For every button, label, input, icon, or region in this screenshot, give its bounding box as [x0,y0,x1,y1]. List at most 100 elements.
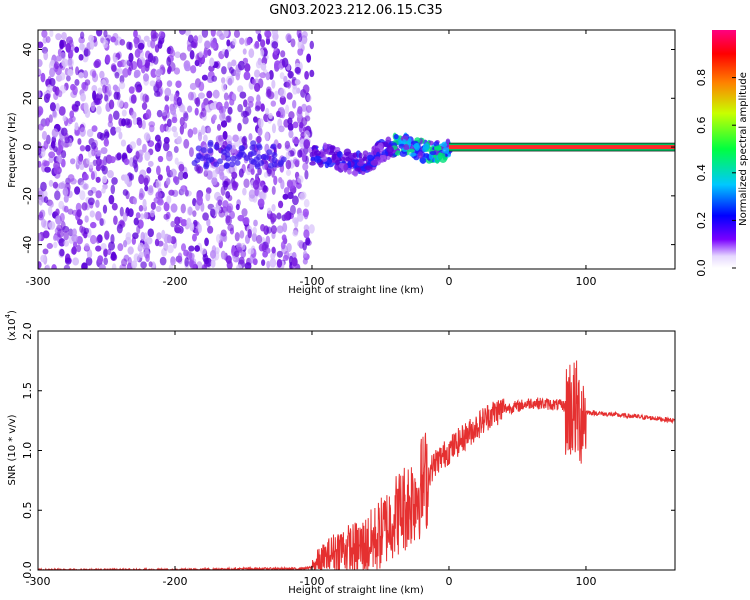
spectrogram-noise-blob [84,79,91,86]
spectrogram-noise-blob [72,257,80,266]
spectrogram-noise-blob [95,190,102,199]
spectrogram-noise-blob [85,144,91,152]
spectrogram-noise-blob [242,187,247,196]
spectrogram-noise-blob [192,127,198,135]
spectrogram-noise-blob [305,105,312,113]
spectrogram-noise-blob [156,68,164,75]
colorbar-tick-label: 0.6 [695,116,708,134]
spectrogram-noise-blob [83,183,89,190]
spectrogram-signal-blob [357,161,364,167]
spectrogram-noise-blob [123,158,130,166]
spectrogram-noise-blob [209,208,216,218]
spectrogram-noise-blob [197,131,203,142]
spectrogram-signal-blob [310,156,316,161]
spectrogram-noise-blob [203,40,211,49]
spectrogram-noise-blob [187,34,194,43]
spectrogram-noise-blob [138,174,145,185]
spectrogram-noise-blob [152,32,159,39]
snr-ylabel: SNR (10 * v/v) [7,414,18,485]
spectrogram-noise-blob [145,109,152,120]
spectrogram-noise-blob [133,30,138,39]
spectrogram-noise-blob [285,33,292,42]
spectrogram-noise-blob [138,204,144,212]
spectrogram-noise-blob [141,102,148,110]
spectrogram-noise-blob [225,215,231,224]
spectrogram-noise-blob [198,50,204,58]
spectrogram-noise-blob [264,30,271,38]
spectrogram-signal-blob [387,151,394,157]
spectrogram-signal-blob [354,167,362,172]
spectrogram-noise-blob [304,70,309,80]
spectrogram-noise-blob [180,185,186,195]
snr-x-tick-label: -300 [26,575,51,588]
spectrogram-signal-blob [370,159,379,166]
spectrogram-noise-blob [219,112,226,122]
spectrogram-noise-blob [63,231,69,241]
spectrogram-noise-blob [303,224,310,232]
spectrogram-noise-blob [186,44,192,52]
spectrogram-noise-blob [221,81,227,92]
spectrogram-noise-blob [192,219,198,227]
spectrogram-noise-blob [254,40,260,49]
spectrogram-noise-blob [38,106,44,116]
spectrogram-noise-blob [153,90,161,97]
spectrogram-noise-blob [172,176,178,184]
spectrogram-signal-blob [208,156,215,163]
spectrogram-noise-blob [239,91,247,99]
spectrogram-noise-blob [303,229,310,239]
spectrogram-noise-blob [46,84,53,94]
spectrogram-noise-blob [259,72,267,79]
spectrogram-noise-blob [146,166,152,174]
spectrogram-noise-blob [279,72,285,80]
spectrogram-noise-blob [157,155,164,163]
spectrogram-noise-blob [166,118,172,128]
spectrogram-noise-blob [67,68,74,77]
spectrogram-signal-blob [334,147,341,152]
spectrogram-signal-blob [313,155,322,163]
spectrogram-noise-blob [279,88,286,99]
spectrogram-noise-blob [96,131,103,140]
spectrogram-noise-blob [204,237,209,247]
spectrogram-noise-blob [38,90,41,98]
spectrogram-signal-blob [234,159,241,166]
spectrogram-noise-blob [135,150,140,160]
spectrogram-noise-blob [269,258,277,268]
spectrogram-noise-blob [143,175,151,184]
spectrogram-noise-blob [190,260,197,269]
spectrogram-noise-blob [82,173,89,181]
spectrogram-noise-blob [262,184,268,192]
spectrogram-noise-blob [100,147,108,155]
spectrogram-noise-blob [196,163,201,174]
spectrogram-noise-blob [148,185,154,194]
spectrogram-noise-blob [77,138,82,145]
spectrogram-noise-blob [112,84,119,91]
spectrogram-noise-blob [49,67,56,78]
spectrogram-noise-blob [222,130,228,140]
spectrogram-noise-blob [143,132,151,141]
spectrogram-noise-blob [309,69,315,78]
spectrogram-noise-blob [183,112,189,122]
spectrogram-noise-blob [52,234,58,241]
spectrogram-noise-blob [282,222,288,233]
spectrogram-noise-blob [166,80,173,87]
spectrogram-noise-blob [237,104,243,113]
spectrogram-noise-blob [123,101,129,109]
spectrogram-noise-blob [131,260,138,269]
spectrogram-noise-blob [152,55,159,65]
spectrogram-noise-blob [291,257,298,267]
spectrogram-signal-blob [230,155,237,162]
spectrogram-noise-blob [265,35,271,44]
spectrogram-noise-blob [41,130,48,141]
spectrogram-noise-blob [40,72,46,83]
spectrogram-noise-blob [51,264,57,269]
spectrogram-noise-blob [128,52,134,63]
spectrogram-signal-blob [366,154,374,162]
spectrogram-noise-blob [217,199,223,207]
spectrogram-noise-blob [96,30,103,37]
spectrogram-noise-blob [231,144,236,154]
spectrogram-noise-blob [79,42,85,51]
spectrogram-noise-blob [83,227,90,235]
spectrogram-noise-blob [189,49,195,60]
spectrogram-noise-blob [59,248,65,257]
spectrogram-noise-blob [193,35,199,43]
